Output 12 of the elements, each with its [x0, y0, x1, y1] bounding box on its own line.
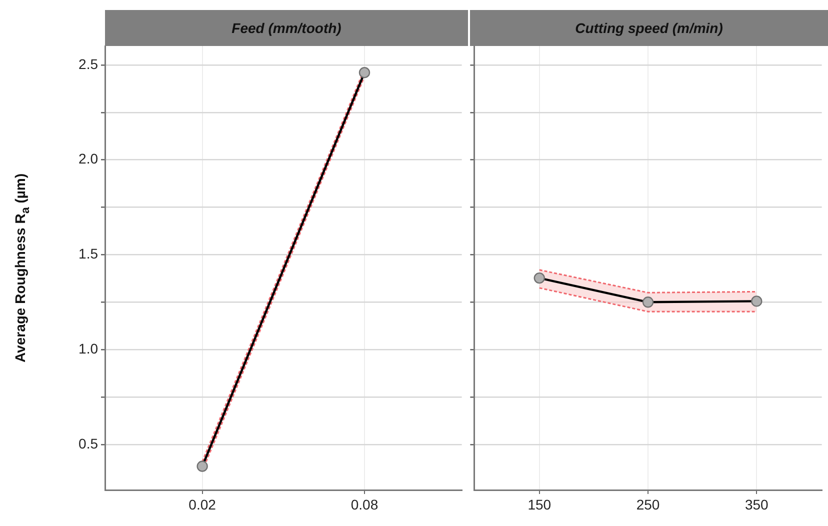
x-tick-label: 350	[744, 496, 769, 512]
chart-title: Cutting speed (m/min)	[470, 10, 828, 46]
x-tick-label: 0.02	[188, 496, 216, 512]
x-tick-label: 0.08	[350, 496, 378, 512]
y-tick-label: 2.0	[78, 150, 98, 167]
y-tick-label: 2.5	[78, 56, 98, 72]
x-tick-label: 250	[636, 496, 660, 512]
y-tick-label: 1.0	[78, 340, 98, 356]
chart-title: Feed (mm/tooth)	[105, 10, 468, 46]
x-tick-label: 150	[528, 496, 552, 512]
y-tick-label: 1.5	[78, 246, 98, 262]
y-tick-label: 0.5	[78, 435, 98, 452]
